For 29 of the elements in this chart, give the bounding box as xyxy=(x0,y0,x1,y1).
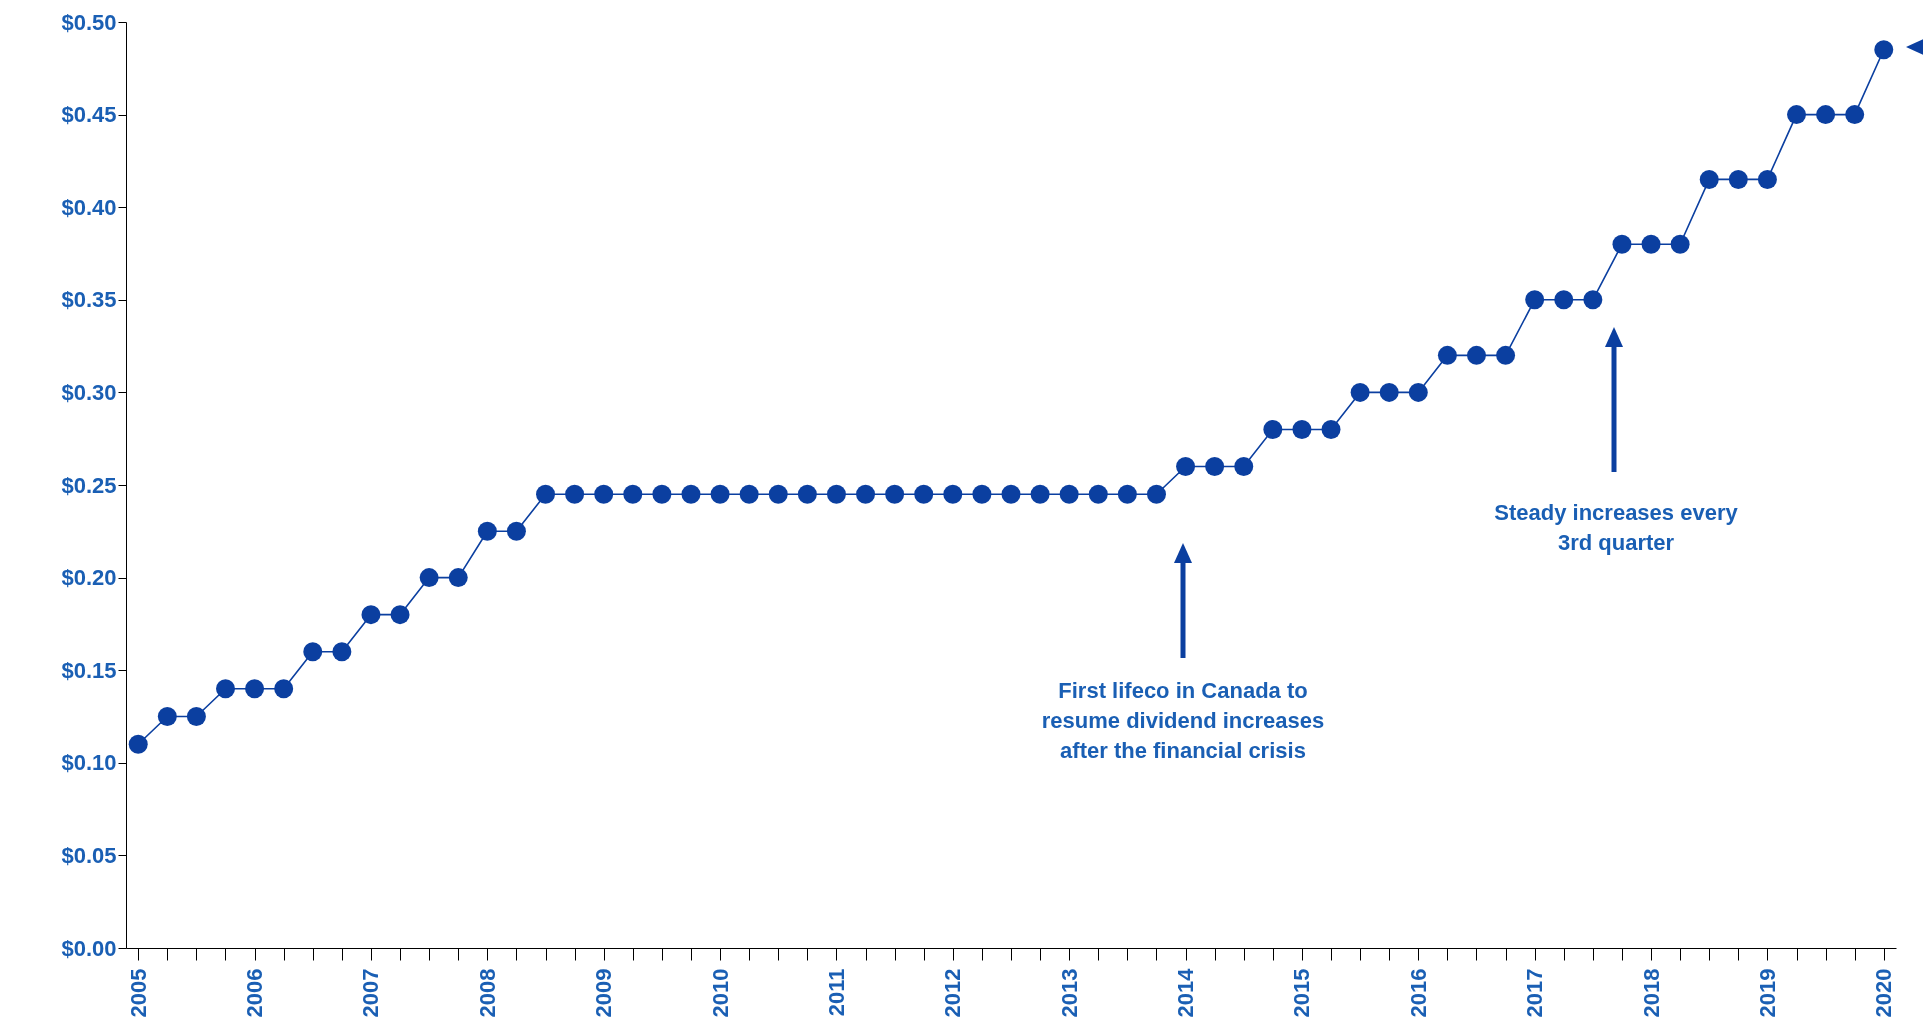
x-tick-label: 2013 xyxy=(1056,968,1082,1018)
y-tick-label: $0.10 xyxy=(61,750,117,776)
x-tick-label: 2007 xyxy=(358,968,384,1018)
y-tick-label: $0.05 xyxy=(61,842,117,868)
y-tick-label: $0.00 xyxy=(61,935,117,961)
annotation: First lifeco in Canada to resume dividend increases after the financial crisis xyxy=(1040,677,1326,765)
y-tick-label: $0.50 xyxy=(61,9,117,35)
annotation: Steady increases every 3rd quarter xyxy=(1493,499,1739,557)
y-tick-label: $0.35 xyxy=(61,287,117,313)
y-tick-label: $0.30 xyxy=(61,379,117,405)
x-tick-label: 2016 xyxy=(1405,968,1431,1018)
x-tick-label: 2017 xyxy=(1522,968,1548,1018)
x-tick-label: 2005 xyxy=(125,968,151,1018)
x-tick-label: 2011 xyxy=(823,968,849,1017)
x-tick-label: 2009 xyxy=(591,968,617,1018)
x-tick-label: 2018 xyxy=(1638,968,1664,1018)
y-tick-label: $0.45 xyxy=(61,102,117,128)
x-tick-label: 2008 xyxy=(474,968,500,1018)
x-tick-label: 2010 xyxy=(707,968,733,1018)
x-tick-label: 2014 xyxy=(1173,967,1199,1018)
y-tick-label: $0.15 xyxy=(61,657,117,683)
y-tick-label: $0.40 xyxy=(61,194,117,220)
x-tick-label: 2019 xyxy=(1754,968,1780,1018)
x-tick-label: 2006 xyxy=(242,968,268,1018)
y-tick-label: $0.20 xyxy=(61,565,117,591)
x-tick-label: 2015 xyxy=(1289,968,1315,1018)
x-tick-label: 2020 xyxy=(1871,968,1897,1018)
x-tick-label: 2012 xyxy=(940,968,966,1018)
y-tick-label: $0.25 xyxy=(61,472,117,498)
